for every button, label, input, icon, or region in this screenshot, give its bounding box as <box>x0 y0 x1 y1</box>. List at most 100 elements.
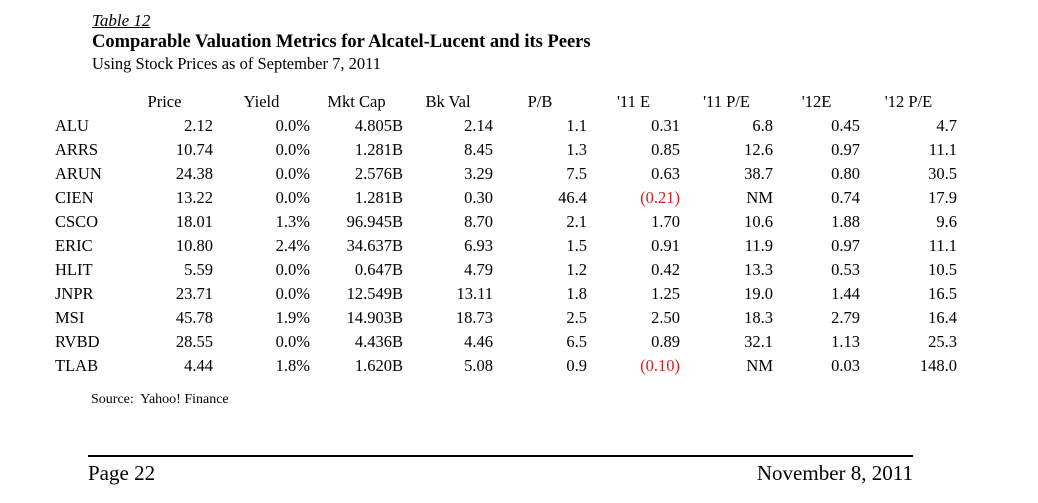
value-cell: 0.91 <box>651 236 680 255</box>
value-cell: 1.281B <box>354 140 403 159</box>
value-cell: 0.31 <box>651 116 680 135</box>
value-cell: 0.0% <box>275 284 310 303</box>
value-cell: 0.97 <box>831 236 860 255</box>
ticker-cell: ARRS <box>55 140 99 159</box>
value-cell: 0.03 <box>831 356 860 375</box>
value-cell: 2.576B <box>354 164 403 183</box>
table-row: RVBD 28.55 0.0% 4.436B 4.46 6.5 0.89 32.1 1.13 25… <box>55 330 957 354</box>
table-row: CIEN 13.22 0.0% 1.281B 0.30 46.4 (0.21) NM 0.74 1… <box>55 186 957 210</box>
value-cell: 1.3 <box>566 140 587 159</box>
valuation-metrics-table: Price Yield Mkt Cap Bk Val P/B '11 E '11 P/E '1… <box>55 90 957 378</box>
value-cell: 3.29 <box>464 164 493 183</box>
value-cell: 0.45 <box>831 116 860 135</box>
value-cell: NM <box>746 356 773 375</box>
value-cell: 1.281B <box>354 188 403 207</box>
value-cell: 2.5 <box>566 308 587 327</box>
ticker-cell: HLIT <box>55 260 93 279</box>
value-cell: 1.5 <box>566 236 587 255</box>
value-cell: 46.4 <box>558 188 587 207</box>
value-cell: 0.85 <box>651 140 680 159</box>
column-header: '12E <box>801 92 832 111</box>
ticker-column-header <box>55 90 116 114</box>
value-cell: 2.14 <box>464 116 493 135</box>
value-cell: 13.22 <box>175 188 213 207</box>
ticker-cell: MSI <box>55 308 85 327</box>
value-cell: 4.436B <box>354 332 403 351</box>
value-cell: 10.6 <box>744 212 773 231</box>
value-cell: 11.1 <box>928 236 957 255</box>
value-cell: 1.2 <box>566 260 587 279</box>
value-cell: 18.73 <box>455 308 493 327</box>
value-cell: 30.5 <box>928 164 957 183</box>
column-header: Mkt Cap <box>327 92 386 111</box>
value-cell: 13.11 <box>456 284 493 303</box>
table-row: ALU 2.12 0.0% 4.805B 2.14 1.1 0.31 6.8 0.45 4.7 <box>55 114 957 138</box>
value-cell: 18.3 <box>744 308 773 327</box>
value-cell: 1.70 <box>651 212 680 231</box>
value-cell: 16.5 <box>928 284 957 303</box>
value-cell: 10.74 <box>175 140 213 159</box>
document-heading: Table 12 Comparable Valuation Metrics fo… <box>92 10 591 75</box>
value-cell: 0.97 <box>831 140 860 159</box>
value-cell: 1.3% <box>275 212 310 231</box>
value-cell: 45.78 <box>175 308 213 327</box>
value-cell: 1.8 <box>566 284 587 303</box>
ticker-cell: ERIC <box>55 236 93 255</box>
value-cell: 1.620B <box>354 356 403 375</box>
value-cell: 0.42 <box>651 260 680 279</box>
value-cell: 0.0% <box>275 116 310 135</box>
value-cell: 2.50 <box>651 308 680 327</box>
value-cell: 12.6 <box>744 140 773 159</box>
value-cell: 4.79 <box>464 260 493 279</box>
value-cell: 8.70 <box>464 212 493 231</box>
value-cell: 19.0 <box>744 284 773 303</box>
ticker-cell: JNPR <box>55 284 94 303</box>
ticker-cell: CIEN <box>55 188 94 207</box>
value-cell: 6.8 <box>752 116 773 135</box>
value-cell: 0.0% <box>275 164 310 183</box>
value-cell: 4.46 <box>464 332 493 351</box>
value-cell: (0.21) <box>640 188 680 207</box>
table-row: TLAB 4.44 1.8% 1.620B 5.08 0.9 (0.10) NM 0.03 148… <box>55 354 957 378</box>
value-cell: 1.13 <box>831 332 860 351</box>
value-cell: 2.12 <box>184 116 213 135</box>
value-cell: 5.59 <box>184 260 213 279</box>
value-cell: 6.93 <box>464 236 493 255</box>
source-note: Source: Yahoo! Finance <box>91 392 229 407</box>
ticker-cell: CSCO <box>55 212 99 231</box>
value-cell: 38.7 <box>744 164 773 183</box>
value-cell: 32.1 <box>744 332 773 351</box>
ticker-cell: TLAB <box>55 356 99 375</box>
value-cell: 13.3 <box>744 260 773 279</box>
value-cell: 0.0% <box>275 332 310 351</box>
value-cell: 34.637B <box>346 236 403 255</box>
value-cell: 96.945B <box>346 212 403 231</box>
value-cell: 148.0 <box>919 356 957 375</box>
column-header: Bk Val <box>425 92 471 111</box>
column-header: Price <box>147 92 182 111</box>
value-cell: 0.74 <box>831 188 860 207</box>
value-cell: 4.805B <box>354 116 403 135</box>
document-title: Comparable Valuation Metrics for Alcatel… <box>92 32 591 52</box>
value-cell: 17.9 <box>928 188 957 207</box>
ticker-cell: ALU <box>55 116 89 135</box>
column-header: '12 P/E <box>884 92 933 111</box>
table-row: ERIC 10.80 2.4% 34.637B 6.93 1.5 0.91 11.9 0.97 1… <box>55 234 957 258</box>
page-footer: Page 22 November 8, 2011 <box>88 461 913 486</box>
value-cell: (0.10) <box>640 356 680 375</box>
footer-divider <box>88 455 913 457</box>
value-cell: 2.4% <box>275 236 310 255</box>
table-row: MSI 45.78 1.9% 14.903B 18.73 2.5 2.50 18.3 2.79 1… <box>55 306 957 330</box>
value-cell: 23.71 <box>175 284 213 303</box>
table-row: CSCO 18.01 1.3% 96.945B 8.70 2.1 1.70 10.6 1.88 9… <box>55 210 957 234</box>
value-cell: 18.01 <box>175 212 213 231</box>
value-cell: 24.38 <box>175 164 213 183</box>
column-header: '11 E <box>616 92 651 111</box>
column-header: Yield <box>243 92 280 111</box>
page-number: Page 22 <box>88 461 156 485</box>
value-cell: 16.4 <box>928 308 957 327</box>
value-cell: 11.1 <box>928 140 957 159</box>
document-subtitle: Using Stock Prices as of September 7, 20… <box>92 54 382 73</box>
value-cell: 10.80 <box>175 236 213 255</box>
value-cell: 1.1 <box>566 116 587 135</box>
